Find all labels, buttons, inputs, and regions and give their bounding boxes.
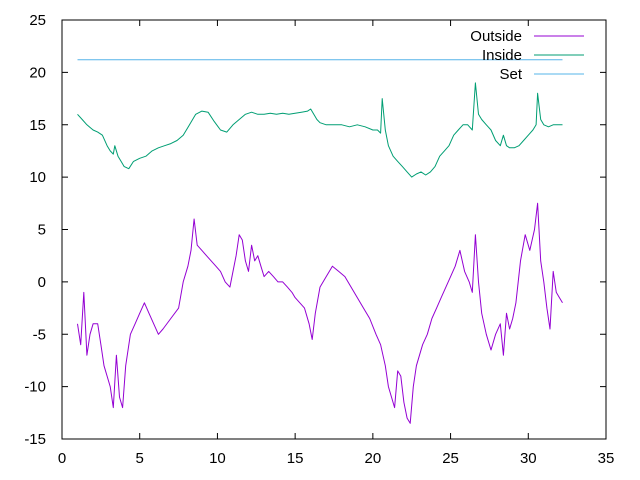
y-tick-label: -5 bbox=[33, 326, 46, 343]
legend-label-outside: Outside bbox=[470, 28, 522, 45]
x-tick-label: 30 bbox=[520, 450, 537, 467]
x-tick-label: 5 bbox=[136, 450, 144, 467]
x-tick-label: 35 bbox=[598, 450, 615, 467]
y-tick-label: 10 bbox=[29, 169, 46, 186]
legend-label-inside: Inside bbox=[482, 47, 522, 64]
x-tick-label: 20 bbox=[365, 450, 382, 467]
x-tick-label: 15 bbox=[287, 450, 304, 467]
x-tick-label: 0 bbox=[58, 450, 66, 467]
legend: Outside Inside Set bbox=[470, 28, 584, 83]
series-lines bbox=[77, 59, 563, 424]
y-tick-labels: -15 -10 -5 0 5 10 15 20 25 bbox=[24, 12, 46, 448]
x-tick-label: 10 bbox=[209, 450, 226, 467]
y-tick-label: 15 bbox=[29, 117, 46, 134]
axis-ticks bbox=[61, 19, 607, 440]
x-tick-label: 25 bbox=[442, 450, 459, 467]
y-tick-label: 20 bbox=[29, 64, 46, 81]
series-line-inside bbox=[77, 82, 563, 178]
legend-label-set: Set bbox=[499, 66, 522, 83]
y-tick-label: -15 bbox=[24, 431, 46, 448]
plot-frame bbox=[61, 19, 607, 440]
y-tick-label: 0 bbox=[38, 274, 46, 291]
series-line-outside bbox=[77, 202, 563, 424]
y-tick-label: 5 bbox=[38, 222, 46, 239]
y-tick-label: 25 bbox=[29, 12, 46, 29]
y-tick-label: -10 bbox=[24, 379, 46, 396]
x-tick-labels: 0 5 10 15 20 25 30 35 bbox=[58, 450, 615, 467]
